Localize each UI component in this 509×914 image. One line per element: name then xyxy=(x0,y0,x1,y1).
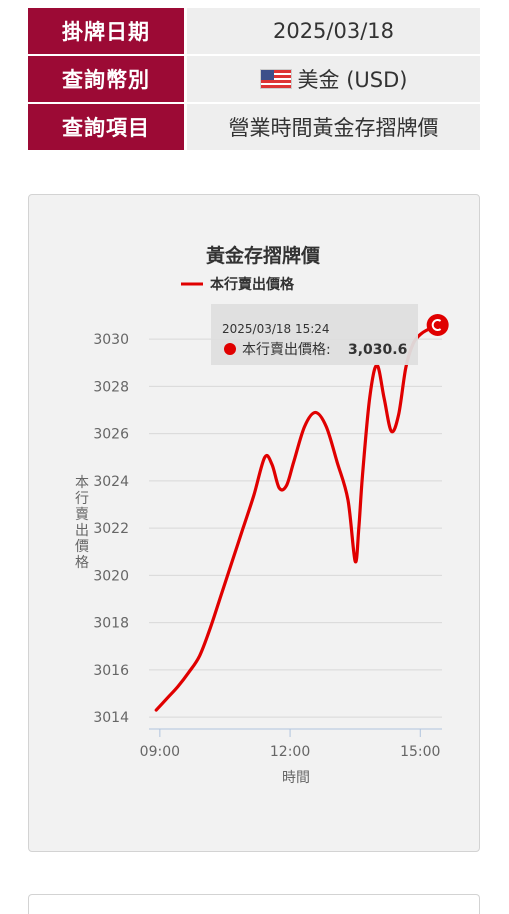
item-value: 營業時間黃金存摺牌價 xyxy=(187,104,480,150)
legend[interactable]: 本行賣出價格 xyxy=(181,276,295,293)
y-tick-label: 3020 xyxy=(93,568,129,584)
y-axis-label: 本行賣出價格 xyxy=(75,475,89,571)
y-tick-label: 3030 xyxy=(93,332,129,348)
x-axis-ticks: 09:00 12:00 15:00 xyxy=(140,729,440,760)
query-info-table: 掛牌日期 2025/03/18 查詢幣別 美金 (USD) 查詢項目 營業時間黃… xyxy=(28,8,480,150)
chart-title: 黃金存摺牌價 xyxy=(206,244,321,267)
x-axis-label: 時間 xyxy=(282,770,310,786)
currency-value-cell: 美金 (USD) xyxy=(187,56,480,102)
grid-lines xyxy=(149,338,442,730)
y-tick-label: 3016 xyxy=(93,663,129,679)
currency-label: 查詢幣別 xyxy=(28,56,184,102)
series-line[interactable] xyxy=(154,323,440,712)
us-flag-icon xyxy=(259,69,292,89)
tooltip-time: 2025/03/18 15:24 xyxy=(222,322,330,336)
y-tick-label: 3026 xyxy=(93,427,129,443)
y-tick-label: 3018 xyxy=(93,616,129,632)
y-axis-ticks: 3014 3016 3018 3020 3022 3024 3026 3028 3030 xyxy=(93,332,129,726)
tooltip: 2025/03/18 15:24 本行賣出價格: 3,030.6 xyxy=(211,304,418,365)
x-tick-label: 12:00 xyxy=(270,744,310,760)
gold-price-chart: 黃金存摺牌價 本行賣出價格 3014 3016 3018 3020 3022 3024 30… xyxy=(28,194,480,852)
legend-label: 本行賣出價格 xyxy=(210,276,295,293)
last-point-marker[interactable] xyxy=(426,314,449,336)
x-tick-label: 15:00 xyxy=(400,744,440,760)
y-tick-label: 3028 xyxy=(93,379,129,395)
y-tick-label: 3022 xyxy=(93,521,129,537)
tooltip-value: 3,030.6 xyxy=(348,342,407,358)
y-tick-label: 3014 xyxy=(93,710,129,726)
info-row-item: 查詢項目 營業時間黃金存摺牌價 xyxy=(28,104,480,150)
tooltip-label: 本行賣出價格: xyxy=(242,341,331,358)
currency-value: 美金 (USD) xyxy=(297,68,408,92)
y-tick-label: 3024 xyxy=(93,474,129,490)
info-row-currency: 查詢幣別 美金 (USD) xyxy=(28,56,480,102)
date-label: 掛牌日期 xyxy=(28,8,184,54)
item-label: 查詢項目 xyxy=(28,104,184,150)
next-section-card xyxy=(28,894,480,914)
tooltip-box xyxy=(211,304,418,365)
chart-svg: 黃金存摺牌價 本行賣出價格 30143016301830203022302430… xyxy=(75,244,449,786)
date-value: 2025/03/18 xyxy=(187,8,480,54)
x-tick-label: 09:00 xyxy=(140,744,180,760)
info-row-date: 掛牌日期 2025/03/18 xyxy=(28,8,480,54)
tooltip-dot-icon xyxy=(224,343,236,355)
